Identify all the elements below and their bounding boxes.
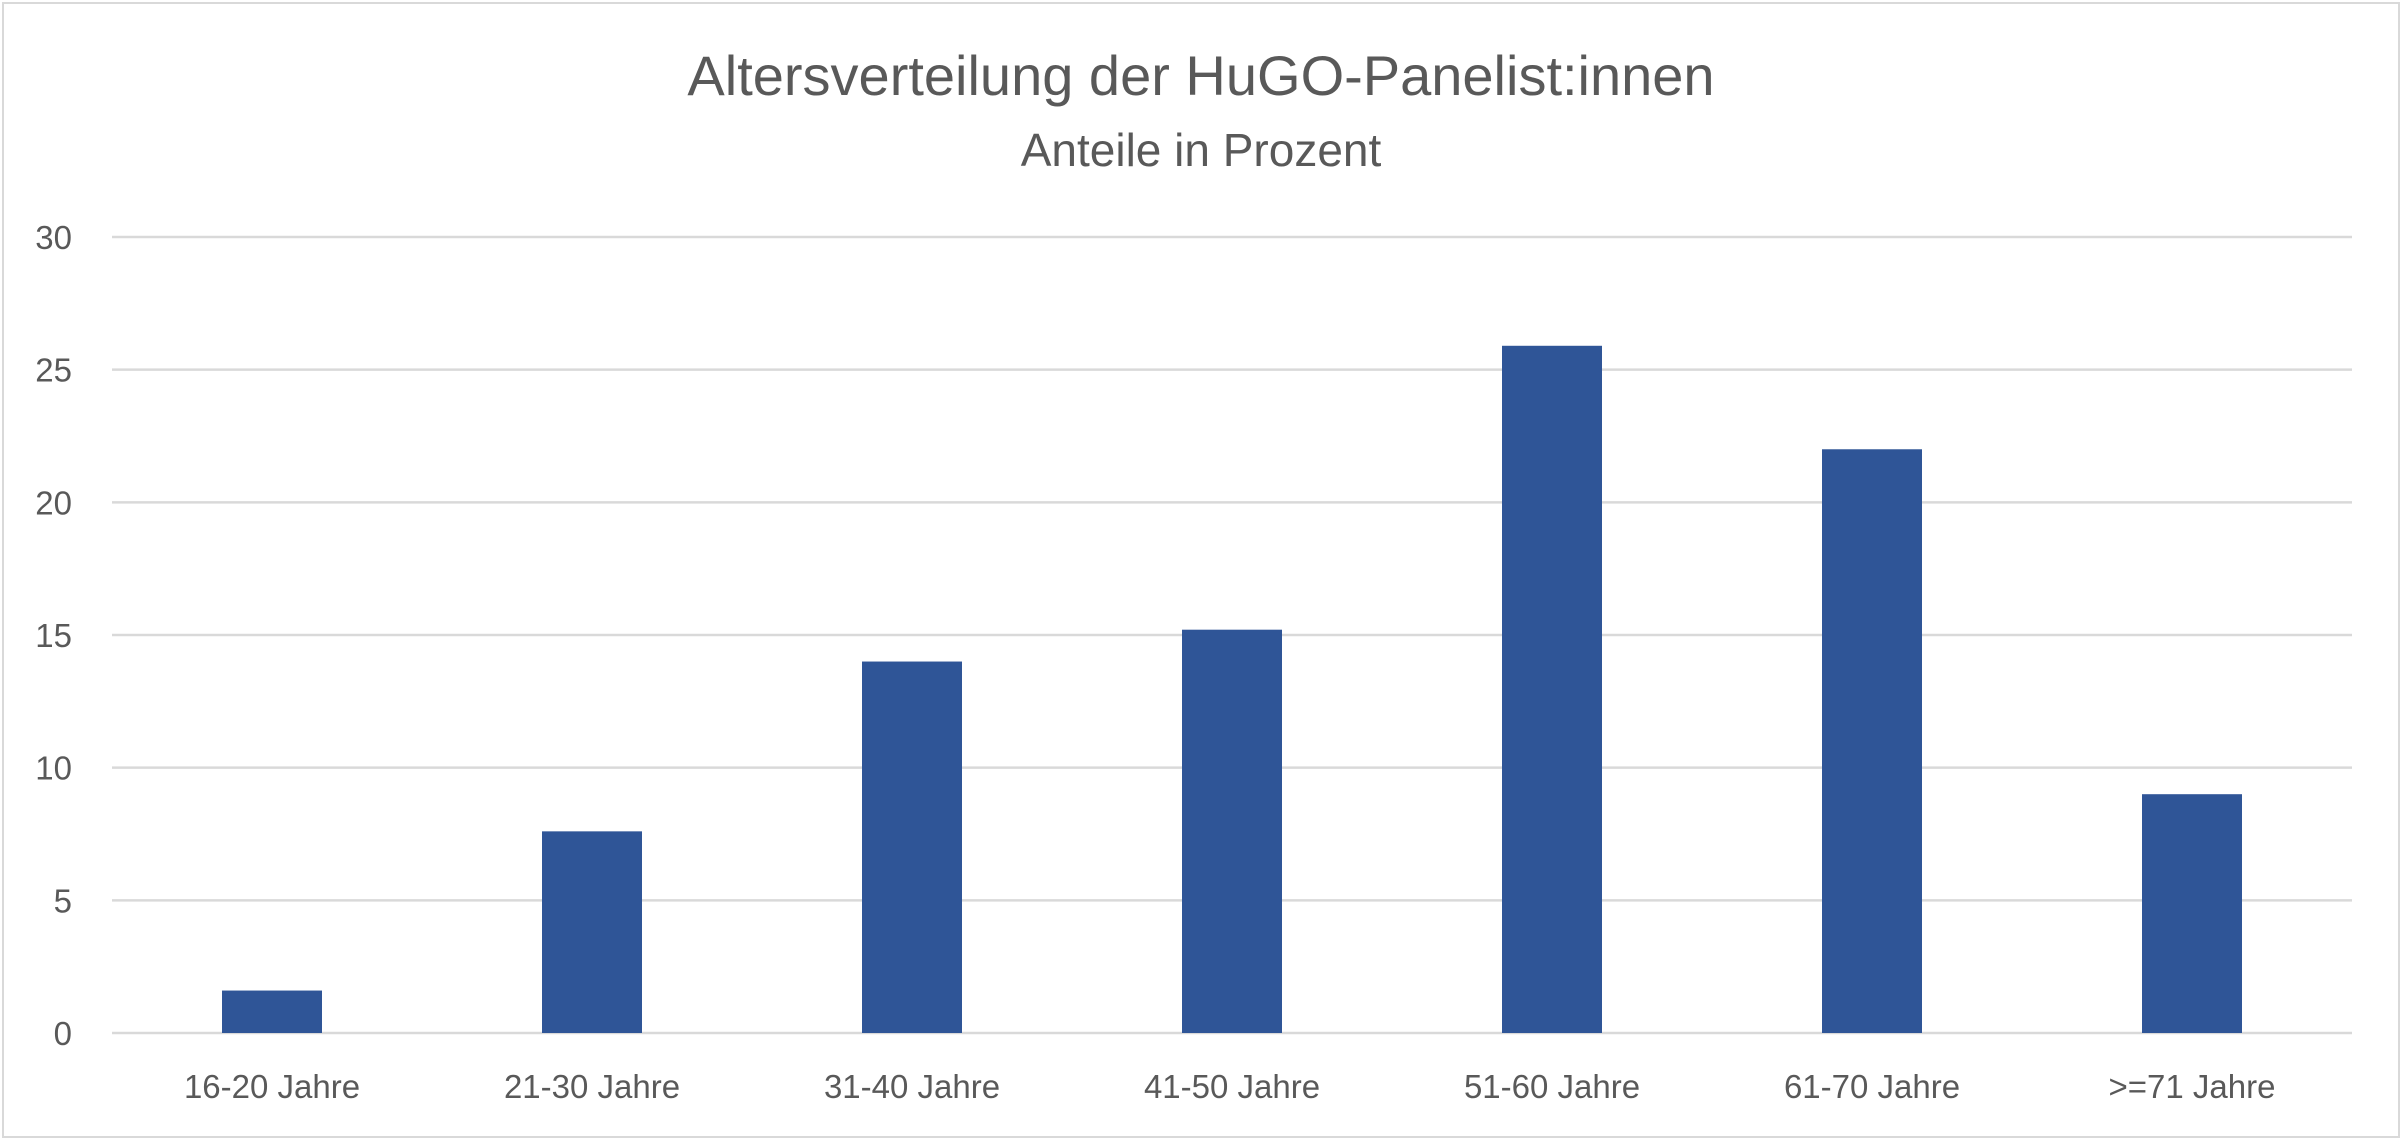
bars: [222, 345, 2242, 1034]
bar-3: [862, 661, 962, 1033]
y-tick-label: 10: [35, 750, 72, 787]
y-tick-label: 0: [54, 1015, 72, 1052]
y-tick-label: 5: [54, 882, 72, 919]
bar-1: [222, 990, 322, 1033]
y-tick-label: 25: [35, 352, 72, 389]
x-tick-label: 41-50 Jahre: [1144, 1068, 1320, 1105]
x-tick-label: 51-60 Jahre: [1464, 1068, 1640, 1105]
bar-5: [1502, 345, 1602, 1034]
bar-2: [542, 831, 642, 1033]
chart-subtitle: Anteile in Prozent: [1020, 124, 1382, 176]
x-tick-label: 31-40 Jahre: [824, 1068, 1000, 1105]
bar-7: [2142, 794, 2242, 1033]
y-tick-label: 15: [35, 617, 72, 654]
x-tick-label: 21-30 Jahre: [504, 1068, 680, 1105]
y-tick-label: 30: [35, 219, 72, 256]
bar-4: [1182, 629, 1282, 1033]
x-tick-label: 61-70 Jahre: [1784, 1068, 1960, 1105]
y-axis-ticks: 0 5 10 15 20 25 30: [35, 219, 72, 1052]
bar-6: [1822, 449, 1922, 1033]
x-tick-label: 16-20 Jahre: [184, 1068, 360, 1105]
x-axis-ticks: 16-20 Jahre 21-30 Jahre 31-40 Jahre 41-50 J…: [184, 1068, 2276, 1105]
y-tick-label: 20: [35, 484, 72, 521]
chart-title: Altersverteilung der HuGO-Panelist:innen: [687, 44, 1715, 107]
x-tick-label: >=71 Jahre: [2109, 1068, 2276, 1105]
